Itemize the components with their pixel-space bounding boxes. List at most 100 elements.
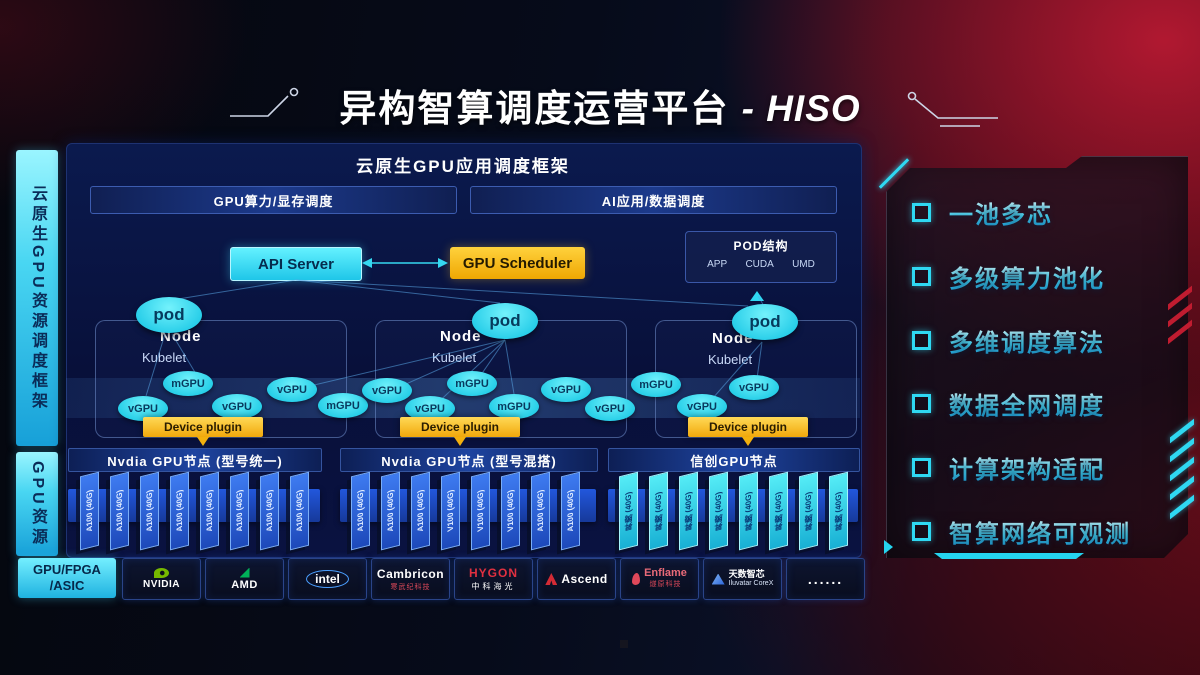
mgpu-ellipse: mGPU xyxy=(489,394,539,419)
feature-item: 数据全网调度 xyxy=(912,390,1105,420)
square-bullet-icon xyxy=(912,330,931,350)
feature-item: 智算网络可观测 xyxy=(912,518,1131,548)
title-zh: 异构智算调度运营平台 xyxy=(339,88,730,129)
kubelet-label-2: Kubelet xyxy=(432,350,477,365)
vendor-ascend: Ascend xyxy=(537,558,616,600)
vendor-iluvatar: 天数智芯 Iluvatar CoreX xyxy=(703,558,782,600)
vendor-nvidia: NVIDIA xyxy=(122,558,201,600)
gpu-card: A100 (40G) xyxy=(200,471,219,551)
vgpu-ellipse: vGPU xyxy=(541,377,591,402)
gpu-card-row-2: A100 (40G) A100 (40G) A100 (40G) V100 (40G)… xyxy=(351,471,580,551)
ascend-logo-icon xyxy=(545,573,558,585)
intel-logo-icon: intel xyxy=(306,570,349,588)
gpu-card: A100 (40G) xyxy=(230,471,249,551)
gpu-card: 昇腾 (40G) xyxy=(739,471,758,551)
mgpu-ellipse: mGPU xyxy=(631,372,681,397)
vendor-sub: 寒武纪科技 xyxy=(390,583,431,591)
pod-item-cuda: CUDA xyxy=(745,259,774,270)
vendor-enflame: Enflame 燧原科技 xyxy=(620,558,699,600)
vendor-sub: Iluvatar CoreX xyxy=(728,580,774,587)
gpu-card-row-3: 昇腾 (40G) 昇腾 (40G) 昇腾 (40G) 昇腾 (40G) 昇腾 (40G)… xyxy=(619,471,848,551)
feature-item: 一池多芯 xyxy=(912,199,1053,229)
vendor-name: AMD xyxy=(231,578,258,591)
hardware-label-line2: /ASIC xyxy=(49,578,85,593)
square-bullet-icon xyxy=(912,393,931,413)
feature-text: 计算架构适配 xyxy=(949,450,1105,485)
mgpu-ellipse: mGPU xyxy=(318,393,368,418)
title-en: - HISO xyxy=(741,88,861,129)
more-vendors-dots: ...... xyxy=(807,571,844,587)
gpu-card: A100 (40G) xyxy=(381,471,400,551)
vgpu-ellipse: vGPU xyxy=(677,394,727,419)
gpu-scheduler-box: GPU Scheduler xyxy=(450,247,585,279)
vendor-name: NVIDIA xyxy=(143,579,180,590)
down-arrow-icon xyxy=(742,437,754,452)
vendor-name: Enflame xyxy=(644,567,687,579)
nvidia-logo-icon xyxy=(154,568,169,578)
feature-text: 数据全网调度 xyxy=(949,386,1105,421)
gpu-card: 昇腾 (40G) xyxy=(709,471,728,551)
vendor-name: HYGON xyxy=(468,566,518,580)
feature-item: 多维调度算法 xyxy=(912,327,1105,357)
gpu-card: 昇腾 (40G) xyxy=(769,471,788,551)
sidebar-gpu-resources: GPU资源 xyxy=(16,452,58,556)
gpu-card: V100 (40G) xyxy=(441,471,460,551)
vendor-name: 天数智芯 xyxy=(728,569,765,579)
node-label-2: Node xyxy=(440,328,482,345)
down-arrow-icon xyxy=(454,437,466,452)
lane-ai-data-scheduling: AI应用/数据调度 xyxy=(470,186,837,214)
vgpu-ellipse: vGPU xyxy=(118,396,168,421)
gpu-card: A100 (40G) xyxy=(290,471,309,551)
mgpu-ellipse: mGPU xyxy=(447,371,497,396)
vendor-sub: 中科海光 xyxy=(471,582,516,591)
pod-item-umd: UMD xyxy=(792,259,815,270)
kubelet-label-1: Kubelet xyxy=(142,350,187,365)
pod-upload-arrow-icon xyxy=(750,284,764,301)
gpu-card: A100 (40G) xyxy=(170,471,189,551)
circuit-deco-left xyxy=(230,87,299,117)
kubelet-label-3: Kubelet xyxy=(708,352,753,367)
iluvatar-logo-icon xyxy=(711,573,725,585)
device-plugin-1: Device plugin xyxy=(143,417,263,437)
amd-logo-icon xyxy=(239,567,250,578)
feature-text: 多级算力池化 xyxy=(949,259,1105,294)
square-bullet-icon xyxy=(912,266,931,286)
vendor-amd: AMD xyxy=(205,558,284,600)
pod-ellipse-3: pod xyxy=(732,304,798,340)
vgpu-ellipse: vGPU xyxy=(362,378,412,403)
deco-diamond xyxy=(620,640,628,648)
gpu-card: V100 (40G) xyxy=(471,471,490,551)
vendor-intel: intel xyxy=(288,558,367,600)
vgpu-ellipse: vGPU xyxy=(585,396,635,421)
gpu-card: A100 (40G) xyxy=(110,471,129,551)
down-arrow-icon xyxy=(197,437,209,452)
feature-text: 一池多芯 xyxy=(949,195,1053,230)
gpu-card: 昇腾 (40G) xyxy=(799,471,818,551)
vendor-hygon: HYGON 中科海光 xyxy=(454,558,533,600)
pod-structure-box: POD结构 APP CUDA UMD xyxy=(685,231,837,283)
pod-structure-title: POD结构 xyxy=(733,239,789,253)
hardware-types-badge: GPU/FPGA /ASIC xyxy=(18,558,116,598)
gpu-card: A100 (40G) xyxy=(561,471,580,551)
square-bullet-icon xyxy=(912,202,931,222)
hardware-label-line1: GPU/FPGA xyxy=(33,562,101,577)
mgpu-ellipse: mGPU xyxy=(163,371,213,396)
feature-text: 多维调度算法 xyxy=(949,323,1105,358)
vgpu-ellipse: vGPU xyxy=(267,377,317,402)
gpu-card: V100 (40G) xyxy=(501,471,520,551)
pod-ellipse-2: pod xyxy=(472,303,538,339)
enflame-logo-icon xyxy=(632,573,641,585)
gpu-card: 昇腾 (40G) xyxy=(679,471,698,551)
vgpu-ellipse: vGPU xyxy=(729,375,779,400)
device-plugin-3: Device plugin xyxy=(688,417,808,437)
vendor-sub: 燧原科技 xyxy=(649,581,682,588)
feature-item: 计算架构适配 xyxy=(912,454,1105,484)
vendor-cambricon: Cambricon 寒武纪科技 xyxy=(371,558,450,600)
cluster-bar-xinchuang: 信创GPU节点 xyxy=(608,448,860,472)
feature-panel xyxy=(886,156,1188,558)
gpu-card: 昇腾 (40G) xyxy=(649,471,668,551)
sidebar-label-top: 云原生GPU资源调度框架 xyxy=(29,184,46,412)
vendor-name: Ascend xyxy=(561,572,608,586)
gpu-card: A100 (40G) xyxy=(260,471,279,551)
